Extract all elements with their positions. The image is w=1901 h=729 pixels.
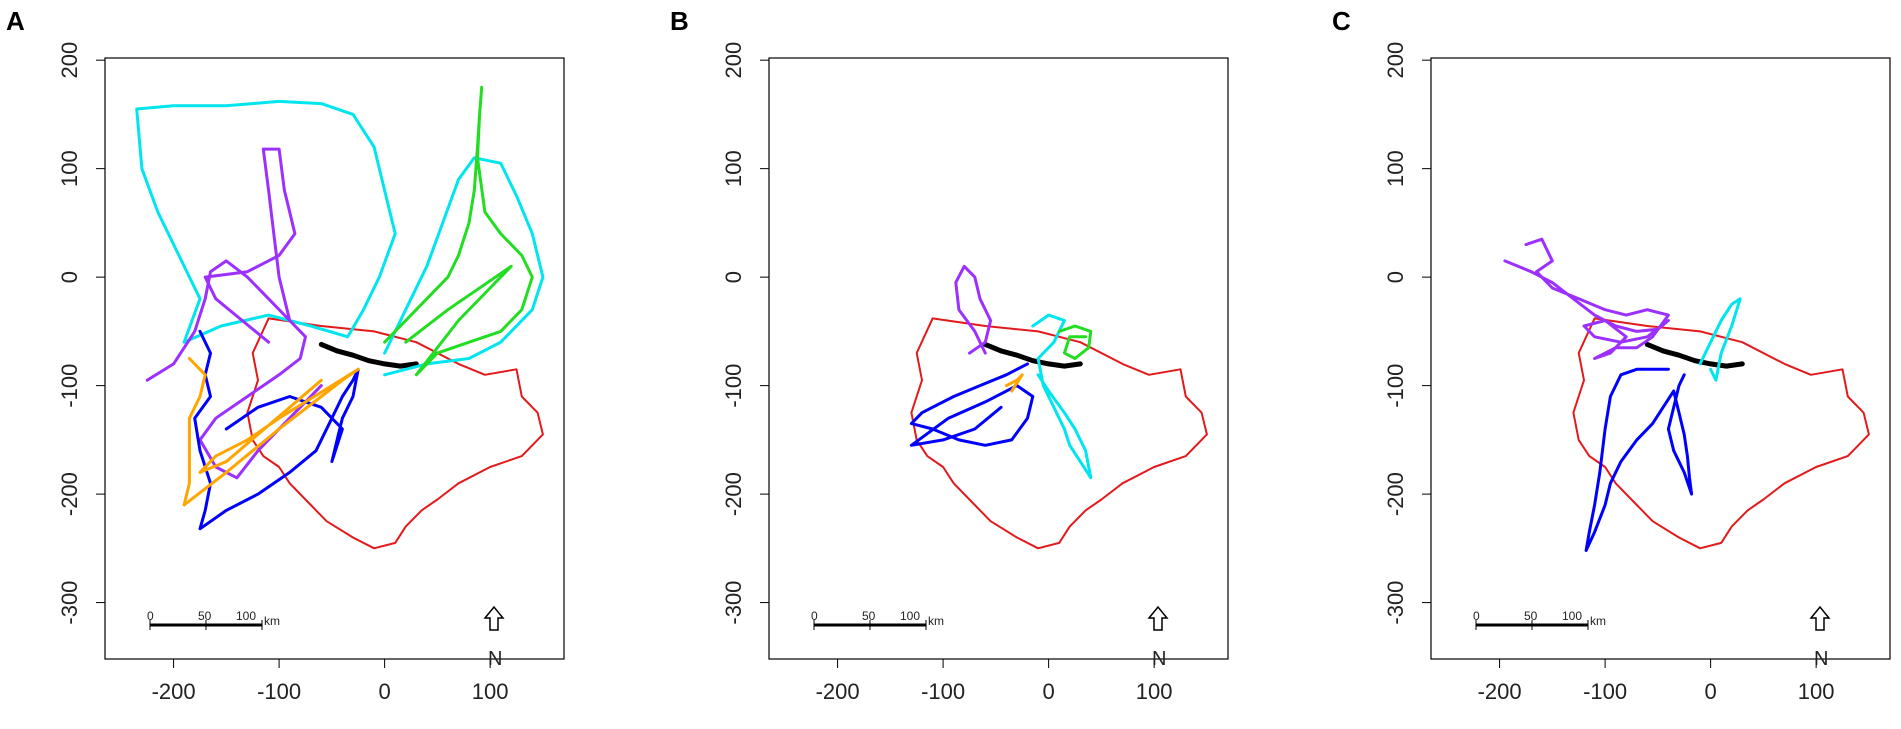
y-tick-label: -300 (1383, 581, 1408, 625)
x-tick-label: -200 (816, 679, 860, 704)
y-tick-label: 100 (1383, 150, 1408, 187)
y-tick-label: 100 (57, 150, 82, 187)
scale-bar: 0 50 100 km (811, 609, 944, 630)
y-tick-label: -200 (721, 472, 746, 516)
y-tick-label: -300 (57, 581, 82, 625)
north-arrow: N (1147, 605, 1169, 670)
scale-bar: 0 50 100 km (147, 609, 280, 630)
track-series (203, 147, 297, 344)
plot-frame (1430, 57, 1891, 660)
north-arrow-icon (1147, 605, 1169, 631)
x-tick-label: -200 (1478, 679, 1522, 704)
track-series (1057, 324, 1093, 360)
track-series (1644, 341, 1745, 369)
panel-a-axes: -200 -100 0 100 -300 -200 -100 0 100 200 (57, 42, 508, 704)
panel-a: A -200 -100 0 100 -300 -200 -100 0 100 200 0 50 1… (6, 6, 565, 704)
scale-label-unit: km (1590, 614, 1606, 628)
y-tick-label: 0 (1383, 271, 1408, 283)
island-outline (246, 317, 544, 550)
track-series (182, 357, 360, 507)
y-tick-label: -100 (57, 364, 82, 408)
panel-b-plot (909, 264, 1208, 550)
scale-label-unit: km (928, 614, 944, 628)
panel-c-plot (1503, 237, 1870, 552)
north-arrow-icon (1809, 605, 1831, 631)
y-tick-label: -100 (721, 364, 746, 408)
track-series (383, 85, 534, 377)
north-label: N (488, 648, 502, 670)
track-series (909, 362, 1035, 447)
track-series (1004, 373, 1024, 393)
scale-label-100: 100 (236, 609, 256, 623)
track-series (135, 99, 397, 344)
panel-letter: C (1332, 6, 1351, 36)
x-tick-label: -100 (257, 679, 301, 704)
panel-a-plot (135, 85, 545, 550)
scale-label-50: 50 (1524, 609, 1538, 623)
panel-b: B -200 -100 0 100 -300 -200 -100 0 100 200 0 50 1… (670, 6, 1229, 704)
x-tick-label: 0 (378, 679, 390, 704)
y-tick-label: -300 (721, 581, 746, 625)
track-series (1698, 297, 1742, 382)
north-arrow-icon (483, 605, 505, 631)
track-series (145, 259, 323, 480)
north-arrow: N (1809, 605, 1831, 670)
x-tick-label: 0 (1042, 679, 1054, 704)
track-series (1031, 313, 1093, 480)
scale-label-unit: km (264, 614, 280, 628)
plot-frame (768, 57, 1229, 660)
north-label: N (1814, 648, 1828, 670)
x-tick-label: 0 (1704, 679, 1716, 704)
y-tick-label: 200 (721, 42, 746, 79)
y-tick-label: 200 (57, 42, 82, 79)
x-tick-label: -100 (921, 679, 965, 704)
track-series (318, 341, 419, 369)
y-tick-label: -100 (1383, 364, 1408, 408)
y-tick-label: 100 (721, 150, 746, 187)
y-tick-label: -200 (1383, 472, 1408, 516)
x-tick-label: 100 (1798, 679, 1835, 704)
y-tick-label: -200 (57, 472, 82, 516)
north-arrow: N (483, 605, 505, 670)
plot-frame (104, 57, 565, 660)
scale-label-50: 50 (862, 609, 876, 623)
x-tick-label: 100 (472, 679, 509, 704)
y-tick-label: 200 (1383, 42, 1408, 79)
track-series (193, 329, 360, 531)
scale-label-100: 100 (1562, 609, 1582, 623)
scale-label-0: 0 (147, 609, 154, 623)
track-series (982, 341, 1083, 369)
scale-label-50: 50 (198, 609, 212, 623)
track-series (1503, 237, 1670, 360)
panel-c-axes: -200 -100 0 100 -300 -200 -100 0 100 200 (1383, 42, 1834, 704)
panel-letter: B (670, 6, 689, 36)
y-tick-label: 0 (57, 271, 82, 283)
scale-label-0: 0 (811, 609, 818, 623)
track-series (1584, 367, 1694, 552)
panel-letter: A (6, 6, 25, 36)
scale-label-0: 0 (1473, 609, 1480, 623)
island-outline (910, 317, 1208, 550)
x-tick-label: -100 (1583, 679, 1627, 704)
y-tick-label: 0 (721, 271, 746, 283)
panel-c: C -200 -100 0 100 -300 -200 -100 0 100 200 0 50 1… (1332, 6, 1891, 704)
track-series (383, 156, 545, 377)
north-label: N (1152, 648, 1166, 670)
scale-label-100: 100 (900, 609, 920, 623)
scale-bar: 0 50 100 km (1473, 609, 1606, 630)
x-tick-label: 100 (1136, 679, 1173, 704)
x-tick-label: -200 (152, 679, 196, 704)
track-series (954, 264, 993, 355)
island-outline (1572, 317, 1870, 550)
panel-b-axes: -200 -100 0 100 -300 -200 -100 0 100 200 (721, 42, 1172, 704)
